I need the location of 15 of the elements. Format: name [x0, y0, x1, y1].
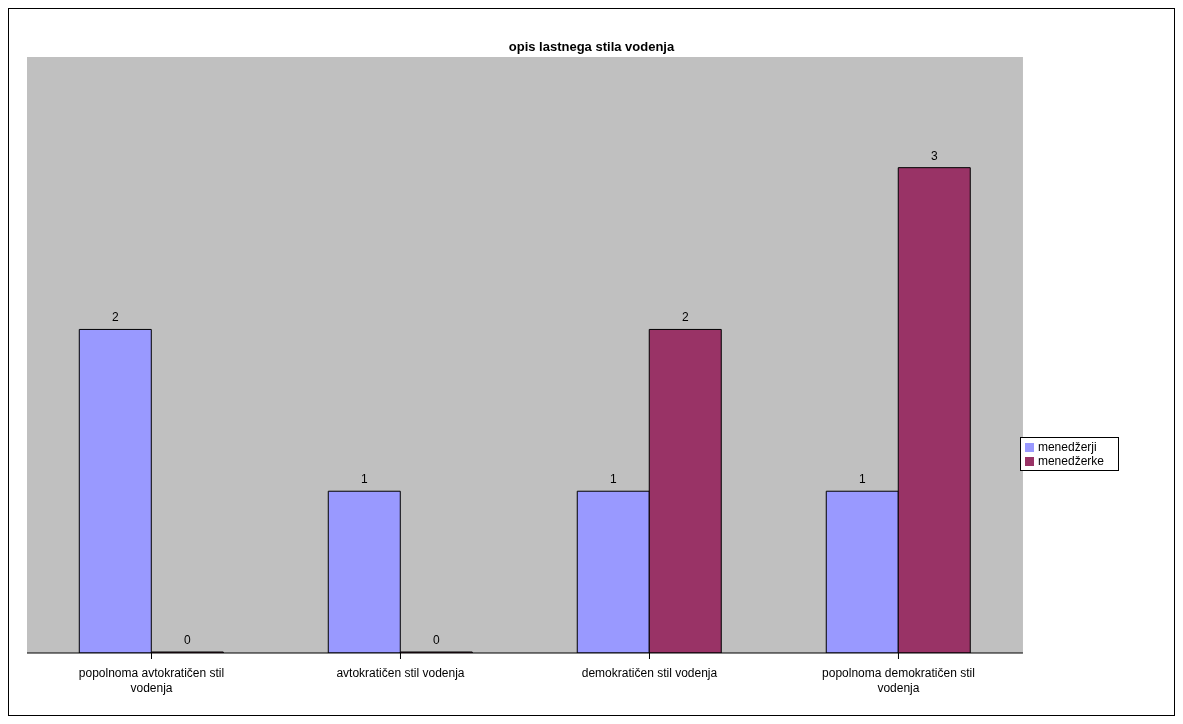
x-tick-label: popolnoma demokratičen stil vodenja [822, 666, 975, 695]
data-label: 2 [681, 310, 689, 325]
data-label: 2 [111, 310, 119, 325]
data-label: 0 [183, 633, 191, 647]
data-label: 1 [858, 472, 866, 487]
data-label: 0 [432, 633, 440, 647]
legend-label: menedžerji [1037, 440, 1097, 454]
chart-title: opis lastnega stila vodenja [507, 39, 676, 54]
data-label: 3 [930, 148, 938, 163]
x-tick-label: avtokratičen stil vodenja [336, 666, 465, 680]
data-label: 1 [360, 472, 368, 487]
x-tick-label: demokratičen stil vodenja [581, 666, 718, 680]
data-label: 1 [609, 472, 617, 487]
legend-label: menedžerke [1037, 454, 1104, 468]
x-tick-label: popolnoma avtokratičen stil vodenja [78, 666, 225, 695]
